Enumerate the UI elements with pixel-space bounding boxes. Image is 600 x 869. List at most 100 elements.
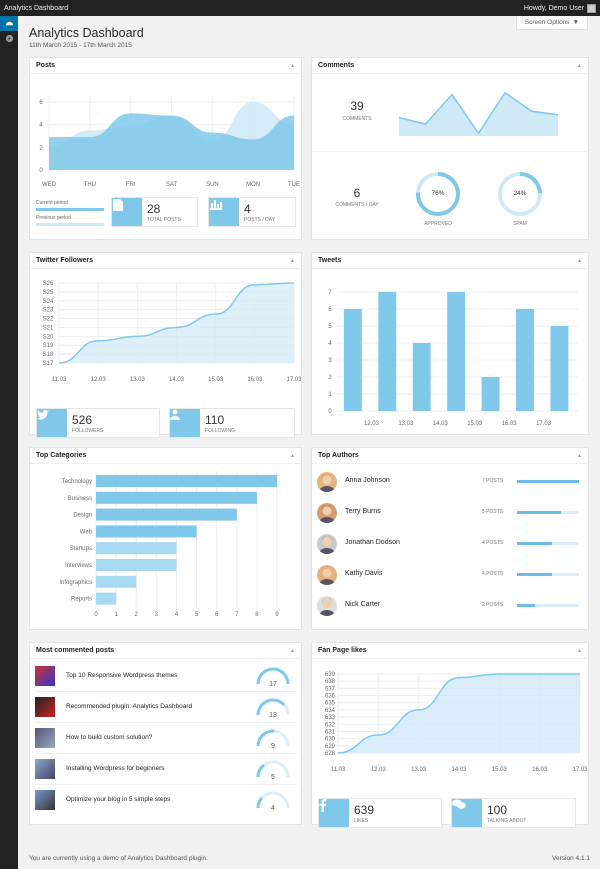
x-tick-label: 6	[215, 612, 219, 618]
posts-per-day-stat: 4 Posts / day	[208, 197, 296, 227]
x-tick-label: 15.03	[208, 377, 224, 383]
commented-panel-header[interactable]: Most commented posts ▲	[30, 643, 301, 659]
author-post-count: 7 posts	[482, 478, 504, 484]
user-avatar[interactable]	[587, 3, 596, 13]
author-avatar	[317, 534, 337, 554]
x-tick-label: 15.03	[467, 421, 483, 427]
posts-per-day-label: Posts / day	[244, 217, 276, 223]
x-tick-label: 3	[155, 612, 159, 618]
twitter-panel-header[interactable]: Twitter Followers ▲	[30, 253, 301, 269]
post-title[interactable]: Optimize your blog in 5 simple steps	[66, 796, 171, 803]
post-title[interactable]: Top 10 Responsive Wordpress themes	[66, 672, 178, 679]
gauge-fill	[256, 729, 290, 747]
commented-post-row[interactable]: Recommended plugin: Analytics Dashboard 1…	[35, 692, 297, 723]
y-tick-label: S23	[43, 308, 54, 314]
series-line	[58, 282, 295, 364]
series-line	[337, 673, 580, 754]
author-row[interactable]: Jonathan Dodson 4 posts	[317, 530, 587, 558]
y-tick-label: 633	[325, 715, 336, 721]
x-tick-label: SAT	[166, 182, 178, 188]
x-tick-label: 17.03	[286, 377, 301, 383]
y-tick-label: 631	[325, 729, 336, 735]
y-tick-label: 7	[328, 290, 332, 296]
author-row[interactable]: Kathy Davis 4 posts	[317, 561, 587, 589]
gauge-fill	[256, 791, 290, 809]
legend-previous-swatch	[36, 223, 104, 226]
screen-options-button[interactable]: Screen Options ▼	[515, 16, 588, 30]
categories-panel-header[interactable]: Top Categories ▲	[30, 448, 301, 464]
twitter-icon	[37, 409, 67, 437]
collapse-toggle-icon[interactable]: ▲	[577, 452, 582, 459]
post-thumbnail	[35, 666, 55, 686]
author-post-count: 2 posts	[482, 602, 504, 608]
approved-label: Approved	[424, 221, 452, 227]
tweets-panel-title: Tweets	[318, 257, 342, 264]
author-post-count: 5 posts	[482, 509, 504, 515]
authors-panel-header[interactable]: Top Authors ▲	[312, 448, 588, 464]
collapse-menu-item[interactable]	[0, 31, 18, 46]
followers-stat: 526 Followers	[36, 408, 160, 438]
posts-panel-title: Posts	[36, 62, 56, 69]
following-value: 110	[205, 413, 225, 427]
collapse-toggle-icon[interactable]: ▲	[290, 452, 295, 459]
collapse-toggle-icon[interactable]: ▲	[290, 257, 295, 264]
posts-per-day-value: 4	[244, 202, 251, 216]
x-tick-label: 9	[275, 612, 279, 618]
author-bar-track	[517, 573, 579, 576]
posts-panel: Posts ▲ 0 2 4 6 WED THU FRI SAT SUN MON TUE Current…	[29, 57, 302, 240]
category-label: Business	[68, 496, 92, 502]
gauge-fill	[256, 698, 290, 716]
y-tick-label: 5	[328, 324, 332, 330]
x-tick-label: 14.03	[451, 767, 467, 773]
post-title[interactable]: How to build custom solution?	[66, 734, 153, 741]
category-bar	[96, 475, 277, 487]
fanpage-panel-header[interactable]: Fan Page likes ▲	[312, 643, 588, 659]
tweet-bar	[378, 292, 397, 411]
author-avatar	[317, 596, 337, 616]
category-bar	[96, 559, 177, 571]
author-row[interactable]: Nick Carter 2 posts	[317, 592, 587, 620]
author-row[interactable]: Terry Burns 5 posts	[317, 499, 587, 527]
admin-sidebar	[0, 16, 18, 869]
talking-label: Talking about	[487, 818, 527, 824]
spam-label: Spam	[513, 221, 527, 227]
spam-donut	[498, 172, 542, 216]
collapse-toggle-icon[interactable]: ▲	[577, 62, 582, 69]
fanpage-panel-title: Fan Page likes	[318, 647, 367, 654]
post-title[interactable]: Installing Wordpress for beginners	[66, 765, 165, 772]
x-tick-label: MON	[246, 182, 260, 188]
author-avatar	[317, 472, 337, 492]
category-bar	[96, 592, 117, 605]
series-area	[338, 674, 580, 753]
collapse-toggle-icon[interactable]: ▲	[290, 647, 295, 654]
posts-panel-header[interactable]: Posts ▲	[30, 58, 301, 74]
sparkline-line	[398, 91, 559, 135]
divider	[312, 151, 588, 152]
y-tick-label: S26	[43, 281, 54, 287]
author-name: Kathy Davis	[345, 570, 383, 577]
following-stat: 110 Following	[169, 408, 295, 438]
author-post-count: 4 posts	[482, 571, 504, 577]
author-row[interactable]: Anna Johnson 7 posts	[317, 468, 587, 496]
commented-panel-title: Most commented posts	[36, 647, 115, 654]
collapse-toggle-icon[interactable]: ▲	[577, 257, 582, 264]
tweets-panel: Tweets ▲ 0 1 2 3 4 5 6 7 12.03 13.03 14.03 15.03 16.0…	[311, 252, 589, 435]
commented-post-row[interactable]: Optimize your blog in 5 simple steps 4	[35, 785, 297, 816]
post-title[interactable]: Recommended plugin: Analytics Dashboard	[66, 703, 193, 710]
x-tick-label: 17.03	[572, 767, 588, 773]
categories-chart: 0 1 2 3 4 5 6 7 8 9 Technology Business Design Web Sta…	[59, 471, 279, 618]
author-name: Terry Burns	[345, 508, 381, 515]
commented-post-row[interactable]: Installing Wordpress for beginners 5	[35, 754, 297, 785]
following-label: Following	[205, 428, 236, 434]
tweets-panel-header[interactable]: Tweets ▲	[312, 253, 588, 269]
commented-post-row[interactable]: Top 10 Responsive Wordpress themes 17	[35, 661, 297, 692]
collapse-toggle-icon[interactable]: ▲	[577, 647, 582, 654]
collapse-toggle-icon[interactable]: ▲	[290, 62, 295, 69]
howdy-user[interactable]: Howdy, Demo User	[523, 4, 584, 12]
comments-panel-header[interactable]: Comments ▲	[312, 58, 588, 74]
commented-post-row[interactable]: How to build custom solution? 9	[35, 723, 297, 754]
site-name[interactable]: Analytics Dashboard	[4, 4, 69, 12]
comment-count: 17	[269, 681, 277, 688]
dashboard-menu-item[interactable]	[0, 16, 18, 31]
comments-sparkline	[398, 91, 559, 136]
